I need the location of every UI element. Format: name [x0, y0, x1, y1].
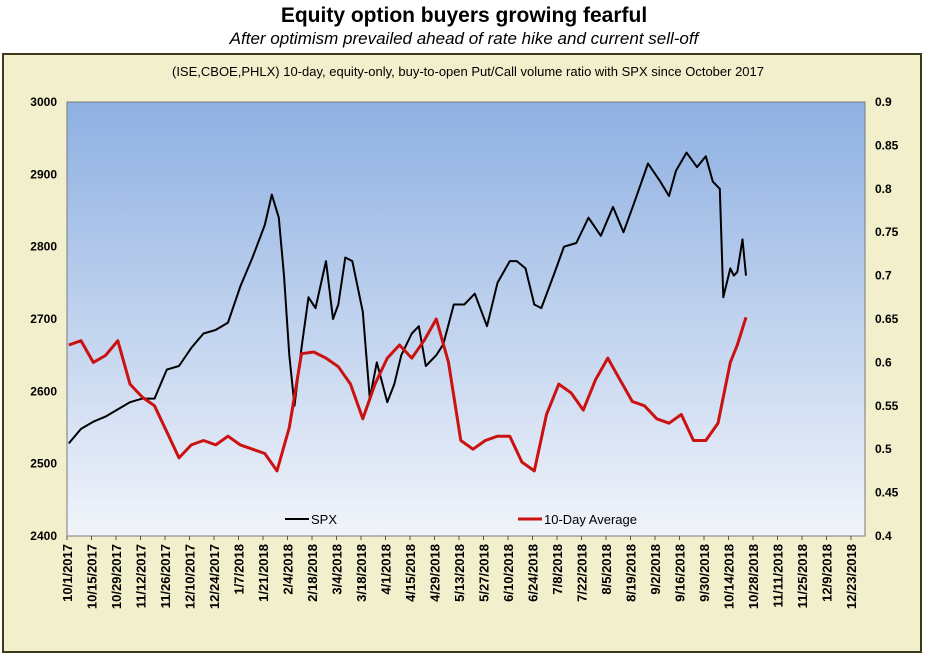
x-tick-label: 10/29/2017 — [109, 544, 124, 609]
x-tick-label: 12/24/2017 — [207, 544, 222, 609]
x-tick-label: 4/29/2018 — [428, 544, 443, 602]
x-tick-label: 10/28/2018 — [746, 544, 761, 609]
y-left-tick-label: 2600 — [30, 384, 57, 398]
x-tick-label: 10/1/2017 — [60, 544, 75, 602]
y-right-tick-label: 0.7 — [875, 269, 892, 283]
y-right-tick-label: 0.6 — [875, 355, 892, 369]
y-right-tick-label: 0.4 — [875, 529, 892, 543]
x-tick-label: 10/14/2018 — [722, 544, 737, 609]
x-tick-label: 8/19/2018 — [624, 544, 639, 602]
y-right-tick-label: 0.45 — [875, 486, 899, 500]
plot-title: (ISE,CBOE,PHLX) 10-day, equity-only, buy… — [172, 64, 764, 79]
x-tick-label: 9/2/2018 — [648, 544, 663, 595]
x-tick-label: 11/12/2017 — [134, 544, 149, 608]
left-axis: 2400 2500 2600 2700 2800 2900 3000 — [30, 95, 57, 543]
y-right-tick-label: 0.75 — [875, 225, 899, 239]
y-right-tick-label: 0.8 — [875, 182, 892, 196]
x-tick-label: 3/18/2018 — [354, 544, 369, 602]
x-tick-label: 6/10/2018 — [501, 544, 516, 602]
right-axis: 0.4 0.45 0.5 0.55 0.6 0.65 0.7 0.75 0.8 0.85 0.9 — [875, 95, 899, 543]
series-layer — [68, 151, 748, 473]
y-left-tick-label: 2500 — [30, 457, 57, 471]
y-left-tick-label: 2800 — [30, 240, 57, 254]
y-right-tick-label: 0.55 — [875, 399, 899, 413]
x-tick-label: 3/4/2018 — [330, 544, 345, 595]
x-tick-label: 12/23/2018 — [844, 544, 859, 609]
y-left-tick-label: 2700 — [30, 312, 57, 326]
y-right-tick-label: 0.9 — [875, 95, 892, 109]
spx-series-line — [68, 151, 747, 445]
x-tick-label: 11/25/2018 — [795, 544, 810, 608]
x-tick-label: 4/1/2018 — [379, 544, 394, 595]
y-right-tick-label: 0.5 — [875, 442, 892, 456]
x-tick-label: 1/7/2018 — [232, 544, 247, 595]
x-tick-label: 9/16/2018 — [673, 544, 688, 602]
y-left-tick-label: 2900 — [30, 167, 57, 181]
chart-subtitle: After optimism prevailed ahead of rate h… — [229, 29, 699, 48]
y-right-tick-label: 0.65 — [875, 312, 899, 326]
x-tick-label: 11/26/2017 — [158, 544, 173, 608]
legend-label: SPX — [311, 512, 337, 527]
x-tick-label: 2/18/2018 — [305, 544, 320, 602]
x-tick-label: 9/30/2018 — [697, 544, 712, 602]
x-tick-label: 5/27/2018 — [477, 544, 492, 602]
x-tick-label: 7/22/2018 — [575, 544, 590, 602]
x-tick-label: 11/11/2018 — [771, 544, 786, 608]
avg-series-line — [68, 316, 748, 473]
plot-area — [66, 101, 866, 537]
legend: SPX 10-Day Average — [285, 512, 637, 527]
y-left-tick-label: 3000 — [30, 95, 57, 109]
x-tick-label: 8/5/2018 — [599, 544, 614, 595]
x-tick-label: 5/13/2018 — [452, 544, 467, 602]
y-right-tick-label: 0.85 — [875, 138, 899, 152]
chart-title: Equity option buyers growing fearful — [280, 4, 648, 27]
x-tick-label: 12/10/2017 — [183, 544, 198, 609]
x-tick-label: 12/9/2018 — [820, 544, 835, 602]
y-left-tick-label: 2400 — [30, 529, 57, 543]
legend-label: 10-Day Average — [544, 512, 637, 527]
x-tick-label: 1/21/2018 — [256, 544, 271, 602]
x-tick-label: 7/8/2018 — [550, 544, 565, 595]
x-tick-label: 2/4/2018 — [281, 544, 296, 595]
x-axis: 10/1/2017 10/15/2017 10/29/2017 11/12/2017 1… — [60, 536, 859, 609]
x-tick-label: 4/15/2018 — [403, 544, 418, 602]
x-tick-label: 6/24/2018 — [526, 544, 541, 602]
x-tick-label: 10/15/2017 — [85, 544, 100, 609]
